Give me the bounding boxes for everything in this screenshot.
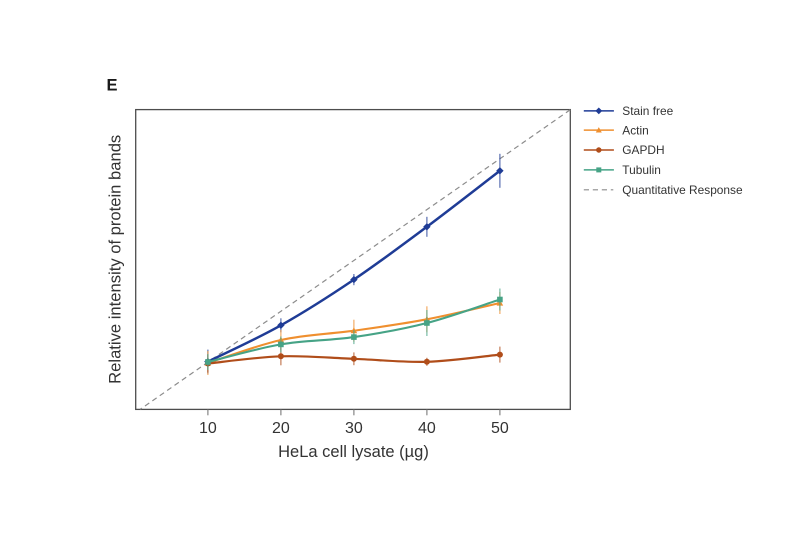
svg-text:30: 30 — [345, 420, 363, 437]
svg-text:50: 50 — [491, 420, 509, 437]
svg-text:Tubulin: Tubulin — [622, 163, 661, 177]
svg-text:Stain free: Stain free — [622, 104, 673, 118]
svg-text:HeLa cell lysate (µg): HeLa cell lysate (µg) — [278, 443, 429, 461]
svg-text:20: 20 — [272, 420, 290, 437]
svg-text:40: 40 — [418, 420, 436, 437]
svg-text:GAPDH: GAPDH — [622, 143, 664, 157]
svg-text:Quantitative Response: Quantitative Response — [622, 183, 743, 197]
svg-text:Relative intensity of protein: Relative intensity of protein bands — [105, 135, 124, 384]
svg-text:10: 10 — [199, 420, 217, 437]
svg-text:Actin: Actin — [622, 123, 648, 137]
svg-text:E: E — [107, 77, 118, 95]
